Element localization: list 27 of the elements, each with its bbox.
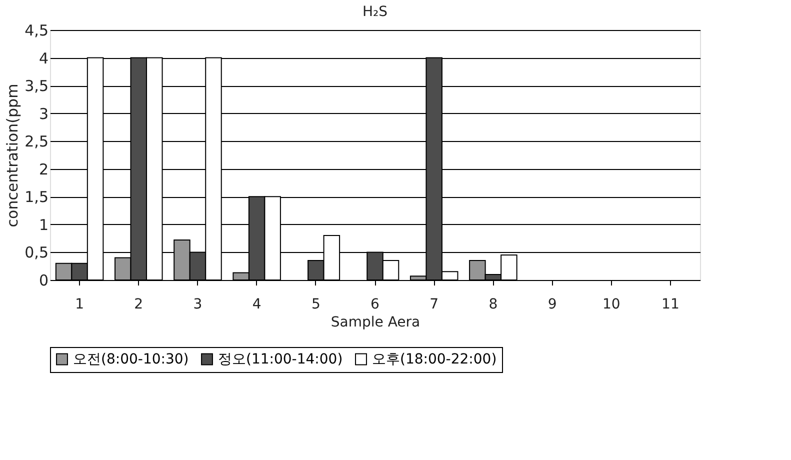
y-tick-label: 2: [38, 160, 48, 178]
x-tick-label: 11: [662, 296, 680, 312]
x-tick-label: 6: [370, 296, 380, 312]
legend-label: 정오(11:00-14:00): [218, 351, 343, 368]
legend-label: 오전(8:00-10:30): [73, 351, 189, 368]
x-tick-label: 3: [193, 296, 202, 312]
x-tick-label: 2: [134, 296, 144, 312]
x-tick-label: 8: [488, 296, 498, 312]
x-tick-label: 7: [430, 296, 439, 312]
y-tick-label: 0: [38, 272, 48, 290]
y-tick-label: 2,5: [24, 132, 48, 151]
y-tick-label: 3,5: [24, 77, 48, 96]
x-tick-label: 5: [311, 296, 320, 312]
y-tick-label: 3: [38, 104, 48, 123]
y-tick-label: 0,5: [24, 244, 48, 262]
y-tick-label: 1,5: [24, 188, 48, 206]
y-axis-title: concentration(ppm: [4, 84, 22, 228]
y-tick-label: 4,5: [24, 22, 48, 40]
y-tick-label: 1: [38, 216, 48, 234]
x-tick-label: 10: [602, 296, 620, 312]
x-axis-title: Sample Aera: [330, 314, 420, 330]
legend-label: 오후(18:00-22:00): [372, 351, 497, 368]
y-tick-label: 4: [38, 49, 48, 68]
chart-title: H₂S: [362, 4, 388, 20]
x-tick-label: 4: [252, 296, 262, 312]
x-tick-label: 1: [75, 296, 84, 312]
x-tick-label: 9: [548, 296, 557, 312]
